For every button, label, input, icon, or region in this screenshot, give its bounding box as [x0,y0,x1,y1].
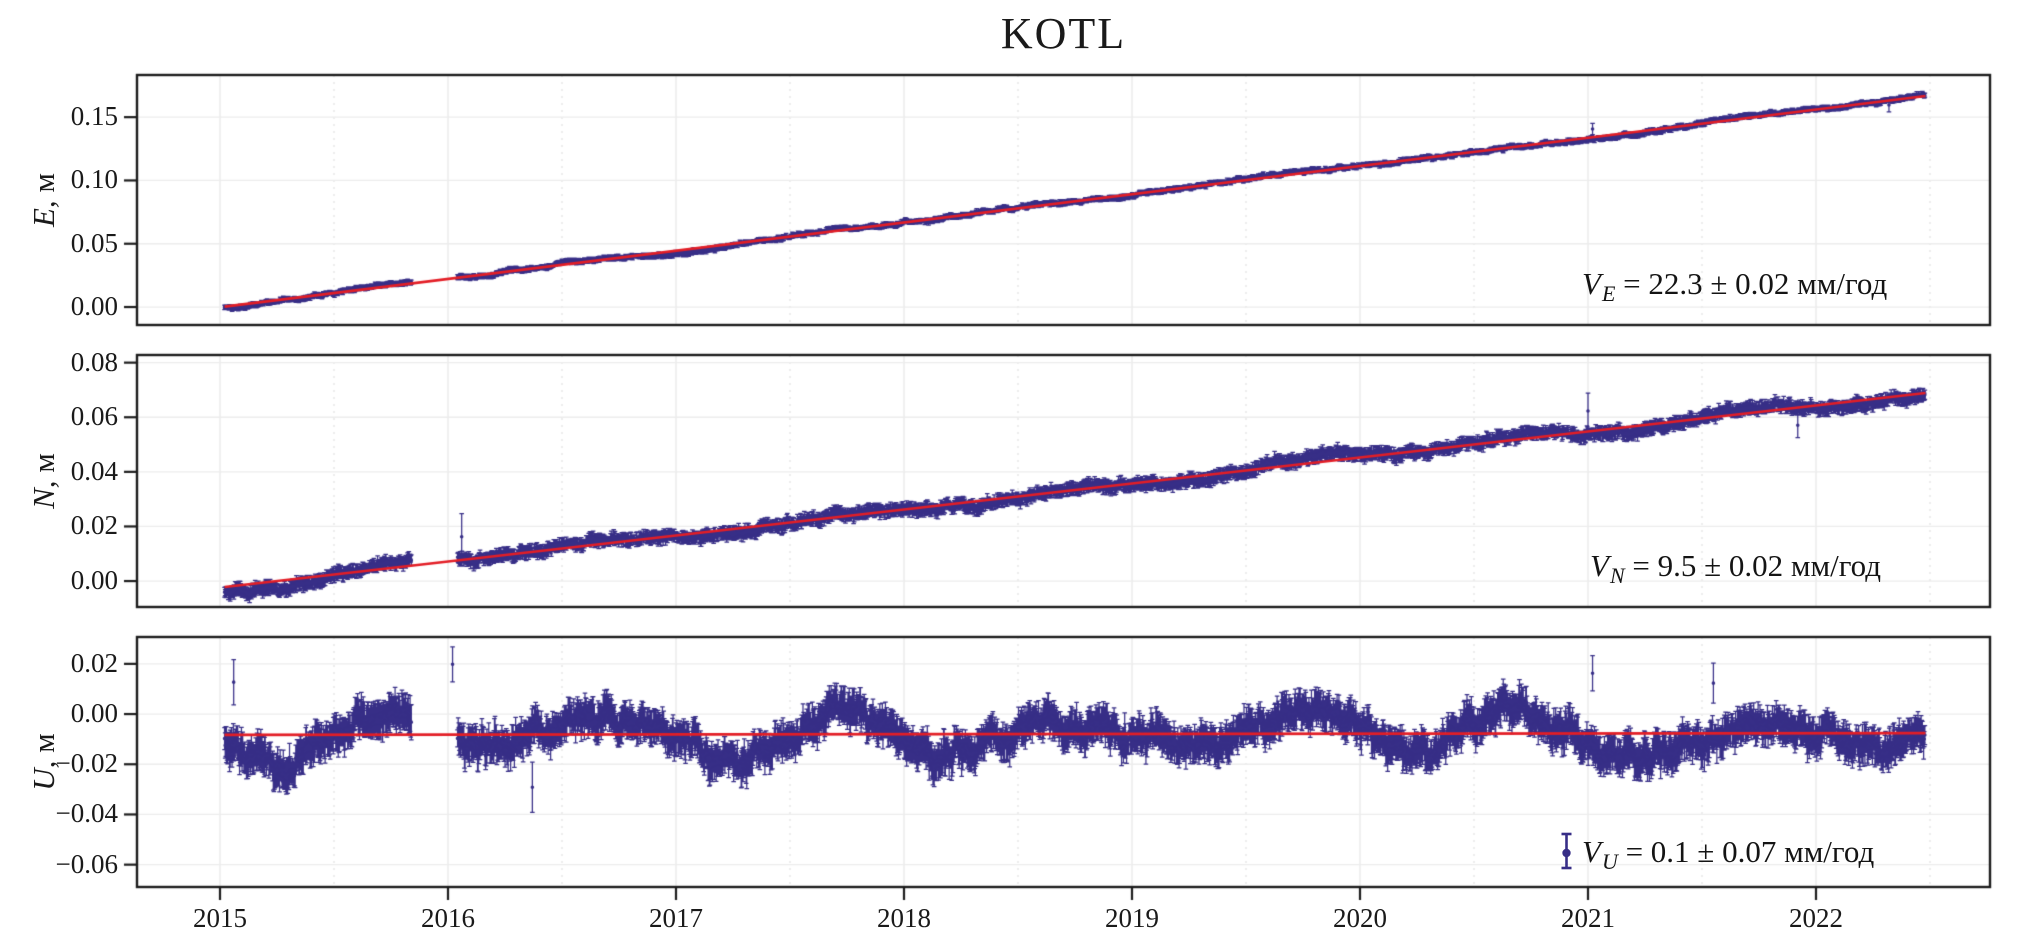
errorbar-marker-icon [1561,832,1572,870]
y-tick-label: 0.08 [70,346,118,377]
velocity-subscript: U [1601,849,1618,874]
x-tick-label: 2018 [877,903,931,933]
y-tick-label: 0.00 [70,698,118,729]
x-tick-label: 2022 [1789,903,1843,933]
velocity-var: V [1590,548,1609,583]
y-tick-label: 0.02 [70,510,118,541]
velocity-var: V [1582,266,1601,301]
y-tick-label: 0.00 [70,565,118,596]
velocity-annotation-e: VE = 22.3 ± 0.02 мм/год [1582,266,1887,307]
velocity-value-text: = 22.3 ± 0.02 мм/год [1615,266,1888,301]
x-tick-label: 2021 [1561,903,1615,933]
y-tick-label: −0.04 [55,798,118,829]
x-tick-label: 2019 [1105,903,1159,933]
y-tick-label: 0.02 [70,647,118,678]
velocity-annotation-u: VU = 0.1 ± 0.07 мм/год [1560,830,1874,875]
velocity-value-text: = 0.1 ± 0.07 мм/год [1617,834,1875,869]
y-tick-label: −0.02 [55,748,118,779]
x-tick-label: 2015 [193,903,247,933]
y-tick-label: 0.15 [70,101,118,132]
x-tick-label: 2020 [1333,903,1387,933]
velocity-var: V [1582,834,1601,869]
velocity-subscript: E [1601,281,1616,306]
y-tick-label: 0.04 [70,455,118,486]
velocity-annotation-n: VN = 9.5 ± 0.02 мм/год [1590,548,1881,589]
y-tick-label: 0.06 [70,401,118,432]
y-tick-label: 0.00 [70,291,118,322]
y-tick-label: 0.10 [70,164,118,195]
y-axis-letter: E, [26,200,61,228]
x-tick-label: 2016 [421,903,475,933]
y-tick-label: 0.05 [70,227,118,258]
x-tick-label: 2017 [649,903,703,933]
velocity-value-text: = 9.5 ± 0.02 мм/год [1624,548,1882,583]
chart-title: KOTL [1000,9,1127,58]
velocity-subscript: N [1609,563,1625,588]
y-tick-label: −0.06 [55,848,118,879]
